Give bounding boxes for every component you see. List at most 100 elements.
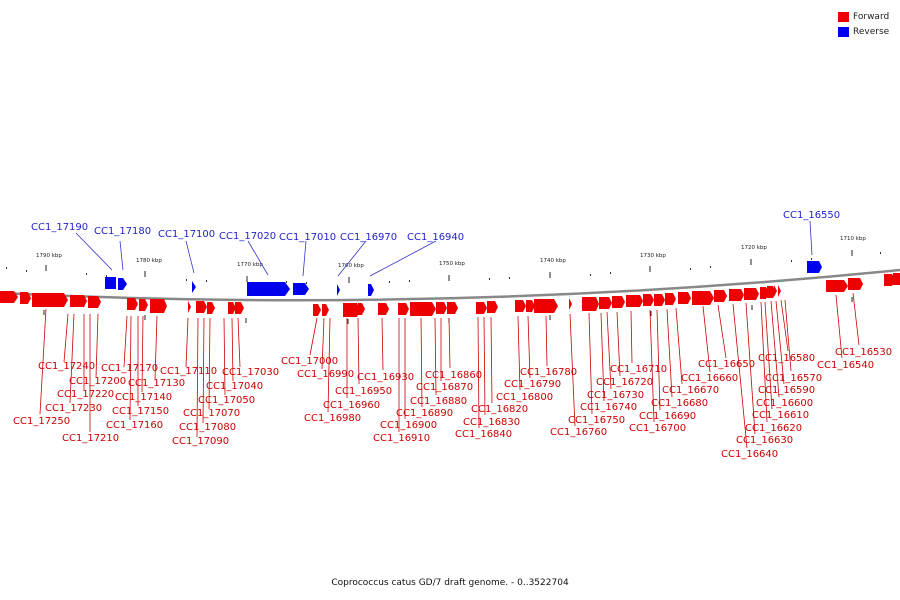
gene-label-top: CC1_17190 bbox=[31, 222, 88, 233]
gene-label-bottom: CC1_16900 bbox=[380, 420, 437, 431]
gene-label-bottom: CC1_16910 bbox=[373, 433, 430, 444]
gene-label-bottom: CC1_16840 bbox=[455, 429, 512, 440]
gene-label-bottom: CC1_16990 bbox=[297, 369, 354, 380]
tick-label: 1790 kbp bbox=[36, 253, 62, 259]
tick-labels: 1790 kbp 1780 kbp 1770 kbp 1760 kbp 1750… bbox=[36, 236, 866, 269]
gene-label-bottom: CC1_16650 bbox=[698, 359, 755, 370]
gene-forward bbox=[32, 293, 68, 307]
gene-forward bbox=[322, 304, 329, 316]
gene-forward bbox=[228, 302, 236, 314]
gene-forward bbox=[487, 301, 498, 313]
gene-forward bbox=[626, 295, 643, 307]
gene-label-bottom: CC1_16820 bbox=[471, 404, 528, 415]
gene-label-bottom: CC1_17250 bbox=[13, 416, 70, 427]
gene-label-bottom: CC1_17000 bbox=[281, 356, 338, 367]
gene-forward bbox=[207, 302, 215, 314]
gene-forward bbox=[70, 295, 87, 307]
gene-label-bottom: CC1_16960 bbox=[323, 400, 380, 411]
gene-forward bbox=[569, 298, 572, 310]
gene-forward bbox=[0, 291, 18, 303]
gene-label-bottom: CC1_16620 bbox=[745, 423, 802, 434]
top-labels: CC1_17190 CC1_17180 CC1_17100 CC1_17020 … bbox=[31, 210, 840, 243]
gene-forward bbox=[235, 302, 244, 314]
gene-label-bottom: CC1_16630 bbox=[736, 435, 793, 446]
gene-reverse bbox=[293, 283, 309, 295]
gene-forward bbox=[678, 292, 691, 304]
gene-label-bottom: CC1_16540 bbox=[817, 360, 874, 371]
forward-genes bbox=[0, 273, 900, 317]
tick-label: 1720 kbp bbox=[741, 245, 767, 251]
gene-label-bottom: CC1_17140 bbox=[115, 392, 172, 403]
gene-label-bottom: CC1_16700 bbox=[629, 423, 686, 434]
gene-label-bottom: CC1_17130 bbox=[128, 378, 185, 389]
gene-forward bbox=[774, 285, 777, 297]
gene-forward bbox=[643, 294, 654, 306]
gene-label-bottom: CC1_17030 bbox=[222, 367, 279, 378]
gene-label-top: CC1_16550 bbox=[783, 210, 840, 221]
legend: Forward Reverse bbox=[838, 9, 889, 39]
top-leader-lines bbox=[75, 220, 813, 277]
gene-label-bottom: CC1_16750 bbox=[568, 415, 625, 426]
reverse-genes bbox=[105, 261, 822, 296]
gene-forward bbox=[447, 302, 458, 314]
tick-label: 1780 kbp bbox=[136, 258, 162, 264]
outer-ticks bbox=[45, 250, 853, 283]
gene-forward bbox=[884, 274, 895, 286]
gene-label-bottom: CC1_17090 bbox=[172, 436, 229, 447]
gene-forward bbox=[760, 287, 769, 299]
gene-forward bbox=[582, 297, 599, 311]
gene-reverse bbox=[118, 278, 127, 290]
gene-label-bottom: CC1_16710 bbox=[610, 364, 667, 375]
gene-label-bottom: CC1_17150 bbox=[112, 406, 169, 417]
gene-forward bbox=[665, 293, 676, 305]
gene-forward bbox=[188, 301, 191, 313]
legend-forward: Forward bbox=[838, 9, 889, 24]
gene-label-bottom: CC1_17050 bbox=[198, 395, 255, 406]
gene-forward bbox=[139, 299, 148, 311]
gene-label-bottom: CC1_16720 bbox=[596, 377, 653, 388]
gene-forward bbox=[848, 278, 863, 290]
gene-label-bottom: CC1_16530 bbox=[835, 347, 892, 358]
gene-label-top: CC1_17100 bbox=[158, 229, 215, 240]
gene-label-bottom: CC1_16950 bbox=[335, 386, 392, 397]
gene-forward bbox=[534, 299, 558, 313]
gene-label-bottom: CC1_16930 bbox=[357, 372, 414, 383]
gene-forward bbox=[612, 296, 625, 308]
gene-forward bbox=[714, 290, 727, 302]
gene-forward bbox=[654, 294, 665, 306]
gene-forward bbox=[343, 303, 360, 317]
gene-label-bottom: CC1_16870 bbox=[416, 382, 473, 393]
gene-label-bottom: CC1_17040 bbox=[206, 381, 263, 392]
gene-label-top: CC1_17010 bbox=[279, 232, 336, 243]
gene-label-bottom: CC1_16640 bbox=[721, 449, 778, 460]
gene-forward bbox=[526, 300, 535, 312]
gene-forward bbox=[150, 299, 167, 313]
gene-label-bottom: CC1_16790 bbox=[504, 379, 561, 390]
gene-label-bottom: CC1_17160 bbox=[106, 420, 163, 431]
gene-reverse bbox=[368, 284, 374, 296]
gene-label-bottom: CC1_16600 bbox=[756, 398, 813, 409]
gene-label-bottom: CC1_16780 bbox=[520, 367, 577, 378]
gene-forward bbox=[729, 289, 744, 301]
tick-label: 1740 kbp bbox=[540, 258, 566, 264]
gene-label-bottom: CC1_16830 bbox=[463, 417, 520, 428]
gene-label-bottom: CC1_16580 bbox=[758, 353, 815, 364]
tick-label: 1760 kbp bbox=[338, 263, 364, 269]
bottom-leader-lines bbox=[39, 292, 860, 449]
gene-forward bbox=[358, 303, 365, 315]
gene-label-top: CC1_17020 bbox=[219, 231, 276, 242]
bottom-labels: CC1_17250 CC1_17240 CC1_17230 CC1_17220 … bbox=[13, 347, 892, 460]
gene-label-bottom: CC1_17070 bbox=[183, 408, 240, 419]
gene-forward bbox=[744, 288, 759, 300]
gene-forward bbox=[599, 297, 612, 309]
gene-reverse bbox=[247, 282, 290, 296]
gene-label-bottom: CC1_16670 bbox=[662, 385, 719, 396]
gene-forward bbox=[767, 286, 776, 298]
gene-forward bbox=[127, 298, 138, 310]
genome-backbone bbox=[0, 268, 900, 302]
gene-label-bottom: CC1_16760 bbox=[550, 427, 607, 438]
gene-label-bottom: CC1_16800 bbox=[496, 392, 553, 403]
gene-label-top: CC1_17180 bbox=[94, 226, 151, 237]
gene-label-bottom: CC1_16880 bbox=[410, 396, 467, 407]
gene-forward bbox=[692, 291, 714, 305]
